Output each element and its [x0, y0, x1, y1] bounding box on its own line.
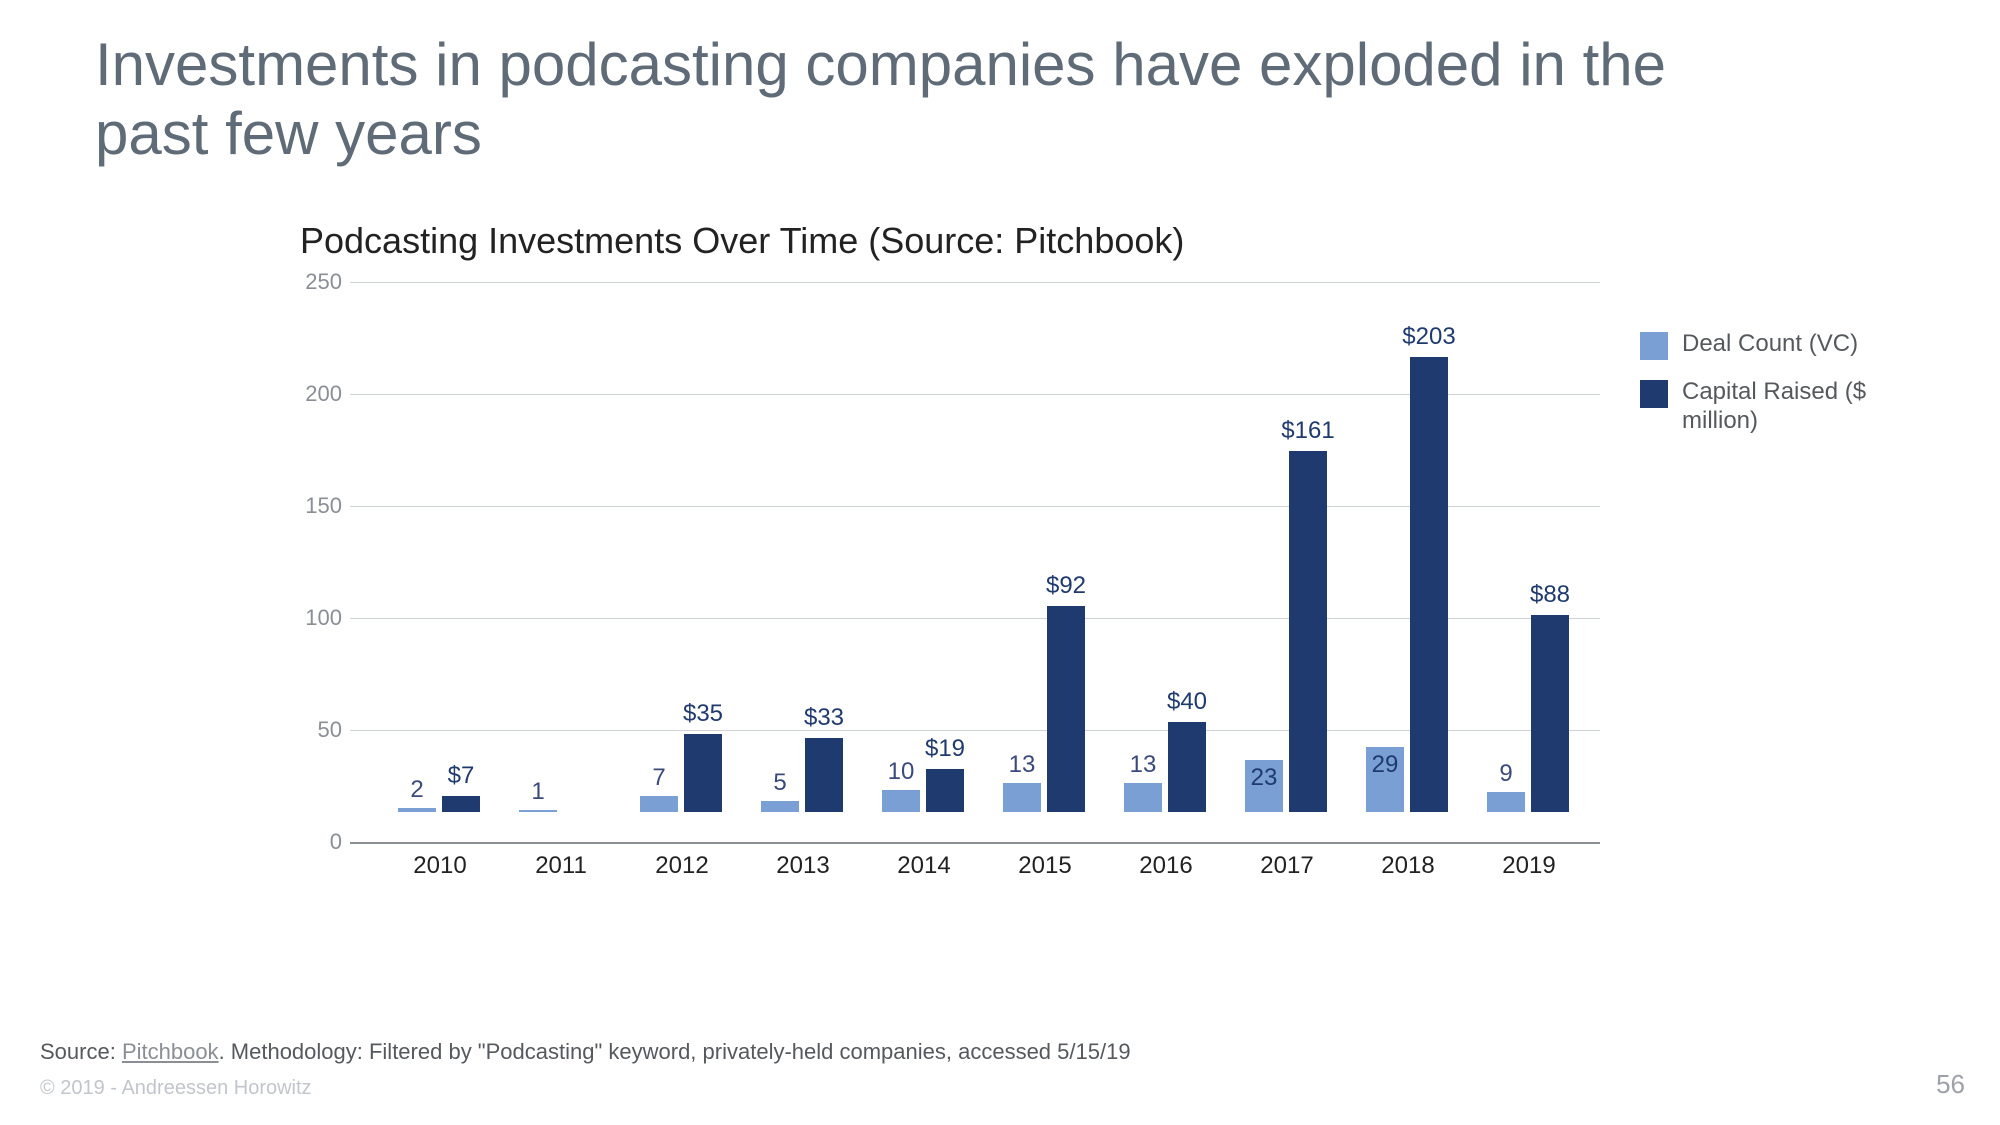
legend-swatch: [1640, 332, 1668, 360]
x-tick-label: 2016: [1116, 852, 1216, 880]
bar-label-deal-count: 1: [503, 778, 573, 806]
x-tick-label: 2010: [390, 852, 490, 880]
bar-deal-count: [519, 810, 557, 812]
bar-deal-count: [1124, 783, 1162, 812]
bar-label-deal-count: 7: [624, 764, 694, 792]
chart-legend: Deal Count (VC) Capital Raised ($ million…: [1640, 330, 1880, 454]
x-tick-label: 2017: [1237, 852, 1337, 880]
bar-label-deal-count: 23: [1229, 764, 1299, 792]
bar-label-capital: $40: [1152, 688, 1222, 716]
bar-capital-raised: [1047, 606, 1085, 812]
y-tick-label: 200: [305, 381, 342, 407]
y-tick-label: 50: [318, 717, 342, 743]
bar-label-capital: $203: [1394, 323, 1464, 351]
footer-copyright: © 2019 - Andreessen Horowitz: [40, 1077, 312, 1100]
bar-label-capital: $19: [910, 735, 980, 763]
bar-deal-count: [761, 801, 799, 812]
y-tick-label: 100: [305, 605, 342, 631]
bar-label-deal-count: 13: [1108, 751, 1178, 779]
y-axis: 050100150200250: [300, 282, 350, 842]
source-link[interactable]: Pitchbook: [122, 1039, 219, 1064]
legend-label: Capital Raised ($ million): [1682, 378, 1880, 436]
source-suffix: . Methodology: Filtered by "Podcasting" …: [219, 1039, 1131, 1064]
slide-title: Investments in podcasting companies have…: [95, 30, 1795, 168]
x-tick-label: 2018: [1358, 852, 1458, 880]
bar-deal-count: [640, 796, 678, 812]
x-tick-label: 2012: [632, 852, 732, 880]
bar-label-deal-count: 29: [1350, 751, 1420, 779]
bar-label-capital: $7: [426, 762, 496, 790]
bar-label-capital: $161: [1273, 417, 1343, 445]
bar-deal-count: [882, 790, 920, 812]
bar-label-capital: $35: [668, 700, 738, 728]
bar-deal-count: [1487, 792, 1525, 812]
source-prefix: Source:: [40, 1039, 122, 1064]
bar-capital-raised: [1410, 357, 1448, 812]
y-tick-label: 250: [305, 269, 342, 295]
legend-swatch: [1640, 380, 1668, 408]
page-number: 56: [1936, 1069, 1965, 1100]
y-tick-label: 150: [305, 493, 342, 519]
chart-title: Podcasting Investments Over Time (Source…: [300, 220, 1880, 262]
chart-plot: 2$717$355$3310$1913$9213$4023$16129$2039…: [350, 282, 1600, 872]
footer-source: Source: Pitchbook. Methodology: Filtered…: [40, 1039, 1131, 1065]
bar-label-capital: $88: [1515, 581, 1585, 609]
plot-area: 2$717$355$3310$1913$9213$4023$16129$2039…: [350, 282, 1600, 842]
bar-capital-raised: [1289, 451, 1327, 812]
bar-deal-count: [398, 808, 436, 812]
bar-deal-count: [1003, 783, 1041, 812]
legend-item: Deal Count (VC): [1640, 330, 1880, 360]
x-tick-label: 2014: [874, 852, 974, 880]
x-tick-label: 2019: [1479, 852, 1579, 880]
chart-container: Podcasting Investments Over Time (Source…: [300, 220, 1880, 900]
gridline: [350, 282, 1600, 283]
x-tick-label: 2013: [753, 852, 853, 880]
bar-label-deal-count: 9: [1471, 760, 1541, 788]
x-tick-label: 2015: [995, 852, 1095, 880]
bar-label-capital: $92: [1031, 572, 1101, 600]
y-tick-label: 0: [330, 829, 342, 855]
x-tick-label: 2011: [511, 852, 611, 880]
legend-item: Capital Raised ($ million): [1640, 378, 1880, 436]
bar-label-capital: $33: [789, 704, 859, 732]
bar-label-deal-count: 5: [745, 769, 815, 797]
bar-label-deal-count: 13: [987, 751, 1057, 779]
legend-label: Deal Count (VC): [1682, 330, 1858, 359]
x-axis: 2010201120122013201420152016201720182019: [350, 842, 1600, 872]
